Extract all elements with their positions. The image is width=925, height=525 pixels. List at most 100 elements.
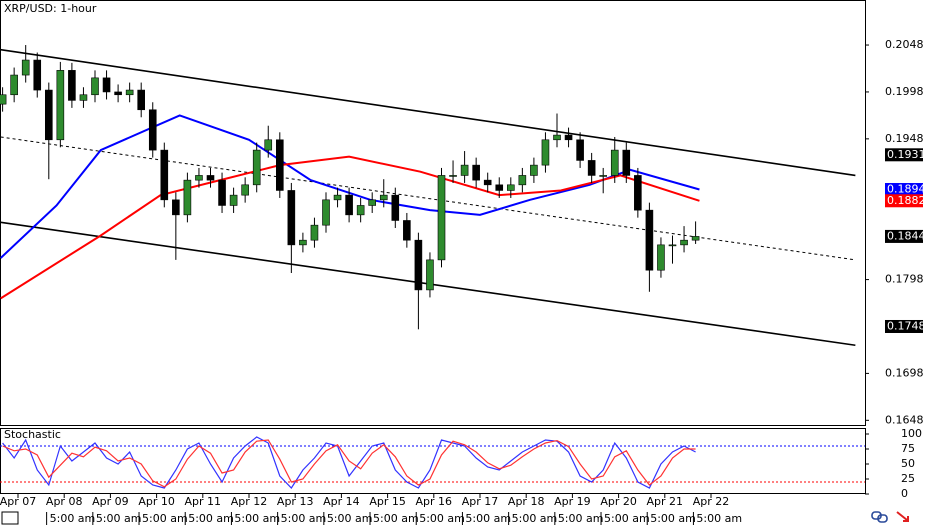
candle-body [299, 239, 307, 246]
scroll-box [1, 511, 19, 525]
x-tick-label: Apr 22 [693, 495, 730, 508]
candle-body [483, 179, 492, 186]
candle-body [472, 164, 480, 181]
candle-body [183, 179, 192, 216]
candle-body [379, 194, 388, 201]
candle-body [541, 139, 550, 166]
candle-body [195, 175, 203, 181]
candle-body [10, 74, 18, 96]
candle-body [668, 244, 677, 247]
candle-body [206, 175, 215, 181]
y-tick-label: 0.2048 [885, 38, 924, 51]
candle-body [610, 149, 619, 176]
time-tick-label: 5:00 am [234, 512, 280, 525]
x-tick-label: Apr 09 [92, 495, 129, 508]
candle-body [68, 70, 76, 101]
candle-body [657, 244, 665, 271]
candle-body [102, 77, 111, 93]
candle-body [310, 224, 319, 241]
x-tick-label: Apr 11 [185, 495, 222, 508]
time-tick-label: 5:00 am [419, 512, 465, 525]
candle-body [426, 259, 434, 291]
candle-body [414, 239, 423, 291]
candle-body [368, 199, 376, 206]
candle-body [172, 199, 180, 216]
arrow-icon [896, 511, 909, 522]
candle-body [599, 175, 607, 177]
time-tick-label: 5:00 am [604, 512, 650, 525]
candle-body [287, 190, 296, 246]
price-label: 0.1931 [887, 148, 925, 161]
candle-body [518, 175, 527, 186]
candle-body [160, 149, 169, 201]
indicator-title: Stochastic [4, 428, 61, 441]
candle-body [437, 175, 446, 261]
candle-body [44, 89, 53, 141]
stoch-tick-label: 75 [901, 442, 915, 455]
x-tick-label: Apr 18 [508, 495, 545, 508]
time-tick-label: 5:00 am [50, 512, 96, 525]
candle-body [680, 239, 688, 246]
x-tick-label: Apr 17 [462, 495, 499, 508]
candle-body [137, 89, 145, 111]
candle-body [391, 194, 400, 221]
time-tick-label: 5:00 am [142, 512, 188, 525]
candle-body [691, 236, 700, 241]
candle-body [506, 184, 515, 191]
candle-body [553, 134, 561, 141]
y-tick-label: 0.1698 [885, 366, 924, 379]
x-tick-label: Apr 15 [369, 495, 406, 508]
candle-body [530, 164, 538, 176]
link-icon [877, 514, 888, 523]
x-tick-label: Apr 07 [0, 495, 36, 508]
candle-body [275, 139, 284, 191]
price-label-box [885, 319, 923, 333]
x-tick-label: Apr 21 [647, 495, 684, 508]
x-tick-label: Apr 19 [554, 495, 591, 508]
stoch-tick-label: 100 [901, 427, 922, 440]
price-label: 0.1894 [887, 183, 925, 196]
candle-body [229, 194, 238, 206]
candle-body [21, 59, 30, 76]
icons [871, 511, 909, 523]
stoch-tick-label: 25 [901, 472, 915, 485]
candle-body [114, 91, 122, 96]
candle-body [33, 59, 42, 91]
candle-body [564, 134, 573, 141]
y-tick-label: 0.1648 [885, 413, 924, 426]
candle-body [460, 164, 469, 176]
candle-body [622, 149, 631, 176]
candle-body [587, 160, 596, 176]
trendline [0, 48, 856, 177]
time-tick-label: 5:00 am [281, 512, 327, 525]
stoch-tick-label: 0 [901, 487, 908, 500]
candle-body [241, 184, 249, 196]
time-tick-label: 5:00 am [512, 512, 558, 525]
time-tick-label: 5:00 am [96, 512, 142, 525]
time-tick-label: 5:00 am [465, 512, 511, 525]
price-label-box [885, 194, 923, 208]
candle-body [495, 184, 504, 191]
y-tick-label: 0.1948 [885, 132, 924, 145]
time-tick-label: 5:00 am [188, 512, 234, 525]
candle-body [634, 175, 642, 211]
candle-body [449, 175, 457, 177]
candle-body [403, 220, 411, 241]
candle-body [0, 94, 7, 105]
time-tick-label: 5:00 am [327, 512, 373, 525]
x-tick-label: Apr 12 [231, 495, 268, 508]
stoch-line [2, 436, 696, 489]
y-tick-label: 0.1798 [885, 273, 924, 286]
candle-body [356, 205, 365, 216]
candle-body [91, 77, 99, 96]
x-tick-label: Apr 14 [323, 495, 360, 508]
x-tick-label: Apr 13 [277, 495, 314, 508]
candle-body [576, 139, 584, 161]
price-label: 0.1844 [887, 229, 925, 242]
candle-body [56, 70, 65, 141]
time-tick-label: 5:00 am [650, 512, 696, 525]
price-label-box [885, 183, 923, 197]
candle-body [252, 149, 261, 186]
stoch-line [2, 439, 696, 488]
